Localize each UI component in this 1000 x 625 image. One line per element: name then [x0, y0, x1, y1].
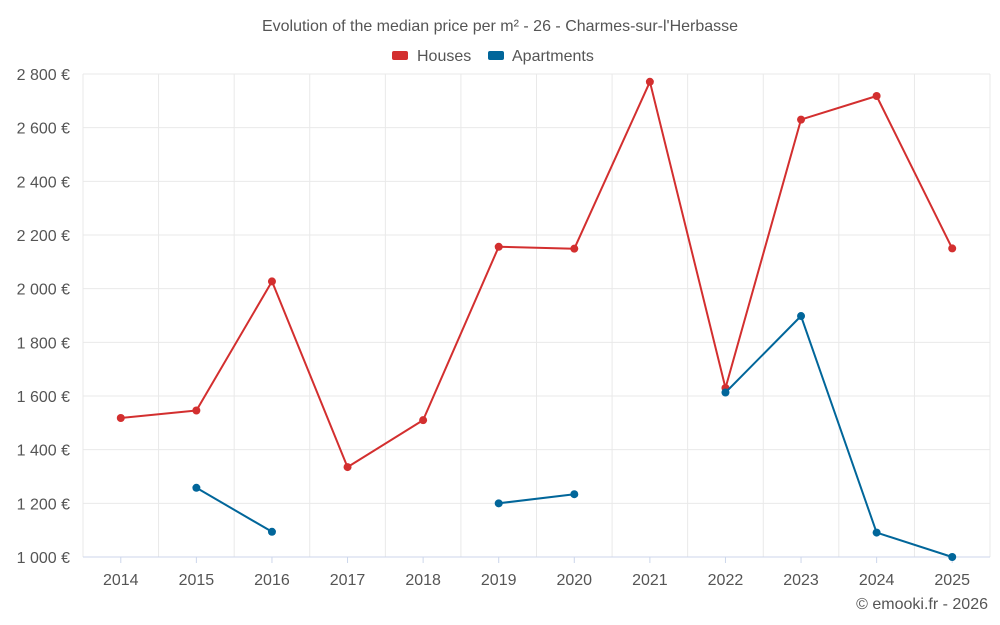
y-tick-label: 1 400 €	[17, 443, 70, 460]
x-tick-label: 2016	[254, 572, 290, 589]
data-point-apartments[interactable]	[872, 528, 881, 537]
chart-title: Evolution of the median price per m² - 2…	[262, 18, 738, 35]
x-tick-label: 2017	[330, 572, 366, 589]
data-point-houses[interactable]	[797, 115, 806, 124]
x-tick-label: 2022	[708, 572, 744, 589]
x-tick-label: 2025	[934, 572, 970, 589]
y-tick-label: 1 000 €	[17, 550, 70, 567]
y-tick-label: 2 400 €	[17, 174, 70, 191]
data-point-houses[interactable]	[872, 92, 881, 101]
series-line-houses	[120, 80, 954, 469]
x-tick-label: 2018	[405, 572, 441, 589]
legend-label-houses: Houses	[417, 48, 471, 65]
x-tick-label: 2020	[556, 572, 592, 589]
y-tick-label: 1 600 €	[17, 389, 70, 406]
data-point-apartments[interactable]	[570, 490, 579, 499]
data-point-apartments[interactable]	[494, 499, 503, 508]
legend-item-houses[interactable]: Houses	[392, 48, 471, 65]
data-point-houses[interactable]	[948, 244, 957, 253]
credit-text: © emooki.fr - 2026	[856, 596, 988, 613]
legend[interactable]: Houses Apartments	[392, 48, 594, 65]
data-point-houses[interactable]	[494, 242, 503, 251]
y-tick-label: 1 800 €	[17, 335, 70, 352]
data-point-houses[interactable]	[343, 463, 352, 472]
data-point-apartments[interactable]	[797, 312, 806, 321]
data-point-apartments[interactable]	[948, 553, 957, 561]
legend-item-apartments[interactable]: Apartments	[488, 48, 594, 65]
y-tick-label: 2 200 €	[17, 228, 70, 245]
data-point-apartments[interactable]	[721, 388, 730, 397]
series-houses	[116, 77, 957, 472]
data-point-apartments[interactable]	[192, 483, 201, 492]
data-point-houses[interactable]	[116, 414, 125, 423]
x-tick-label: 2014	[103, 572, 139, 589]
series-line-apartments	[498, 493, 575, 505]
x-tick-label: 2015	[179, 572, 215, 589]
data-point-houses[interactable]	[192, 406, 201, 415]
data-point-houses[interactable]	[267, 277, 276, 286]
y-tick-label: 2 000 €	[17, 282, 70, 299]
data-point-houses[interactable]	[419, 416, 428, 425]
data-point-houses[interactable]	[570, 244, 579, 253]
data-point-apartments[interactable]	[267, 527, 276, 536]
series	[116, 77, 957, 561]
x-tick-label: 2023	[783, 572, 819, 589]
series-line-apartments	[724, 315, 953, 558]
x-tick-label: 2021	[632, 572, 668, 589]
y-axis: 1 000 € 1 200 € 1 400 € 1 600 € 1 800 € 2 000…	[17, 67, 70, 567]
y-tick-label: 2 800 €	[17, 67, 70, 84]
y-tick-label: 1 200 €	[17, 496, 70, 513]
grid	[82, 73, 991, 558]
series-apartments	[192, 312, 957, 561]
y-tick-label: 2 600 €	[17, 121, 70, 138]
x-tick-label: 2024	[859, 572, 895, 589]
legend-swatch-houses	[392, 51, 408, 60]
x-axis: 2014 2015 2016 2017 2018 2019 2020 2021 2022 2023…	[83, 556, 990, 589]
legend-swatch-apartments	[488, 51, 504, 60]
x-tick-label: 2019	[481, 572, 517, 589]
data-point-houses[interactable]	[645, 77, 654, 86]
legend-label-apartments: Apartments	[512, 48, 594, 65]
series-line-apartments	[195, 486, 273, 533]
